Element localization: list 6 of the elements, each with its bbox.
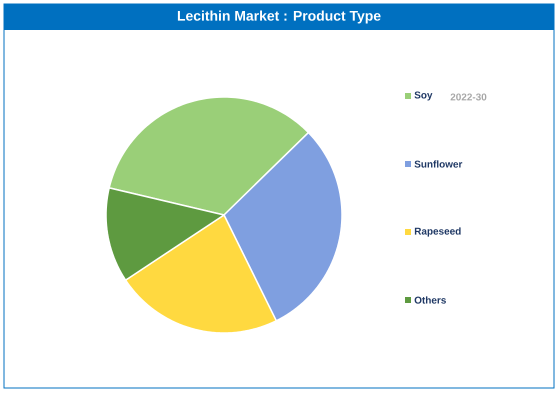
chart-title: Lecithin Market : Product Type <box>178 10 381 24</box>
legend-label: Rapeseed <box>414 227 461 237</box>
chart-subtitle: 2022-30 <box>450 93 486 101</box>
legend-label: Sunflower <box>414 160 462 168</box>
legend-label: Soy <box>414 91 432 100</box>
legend-label: Others <box>414 296 446 304</box>
